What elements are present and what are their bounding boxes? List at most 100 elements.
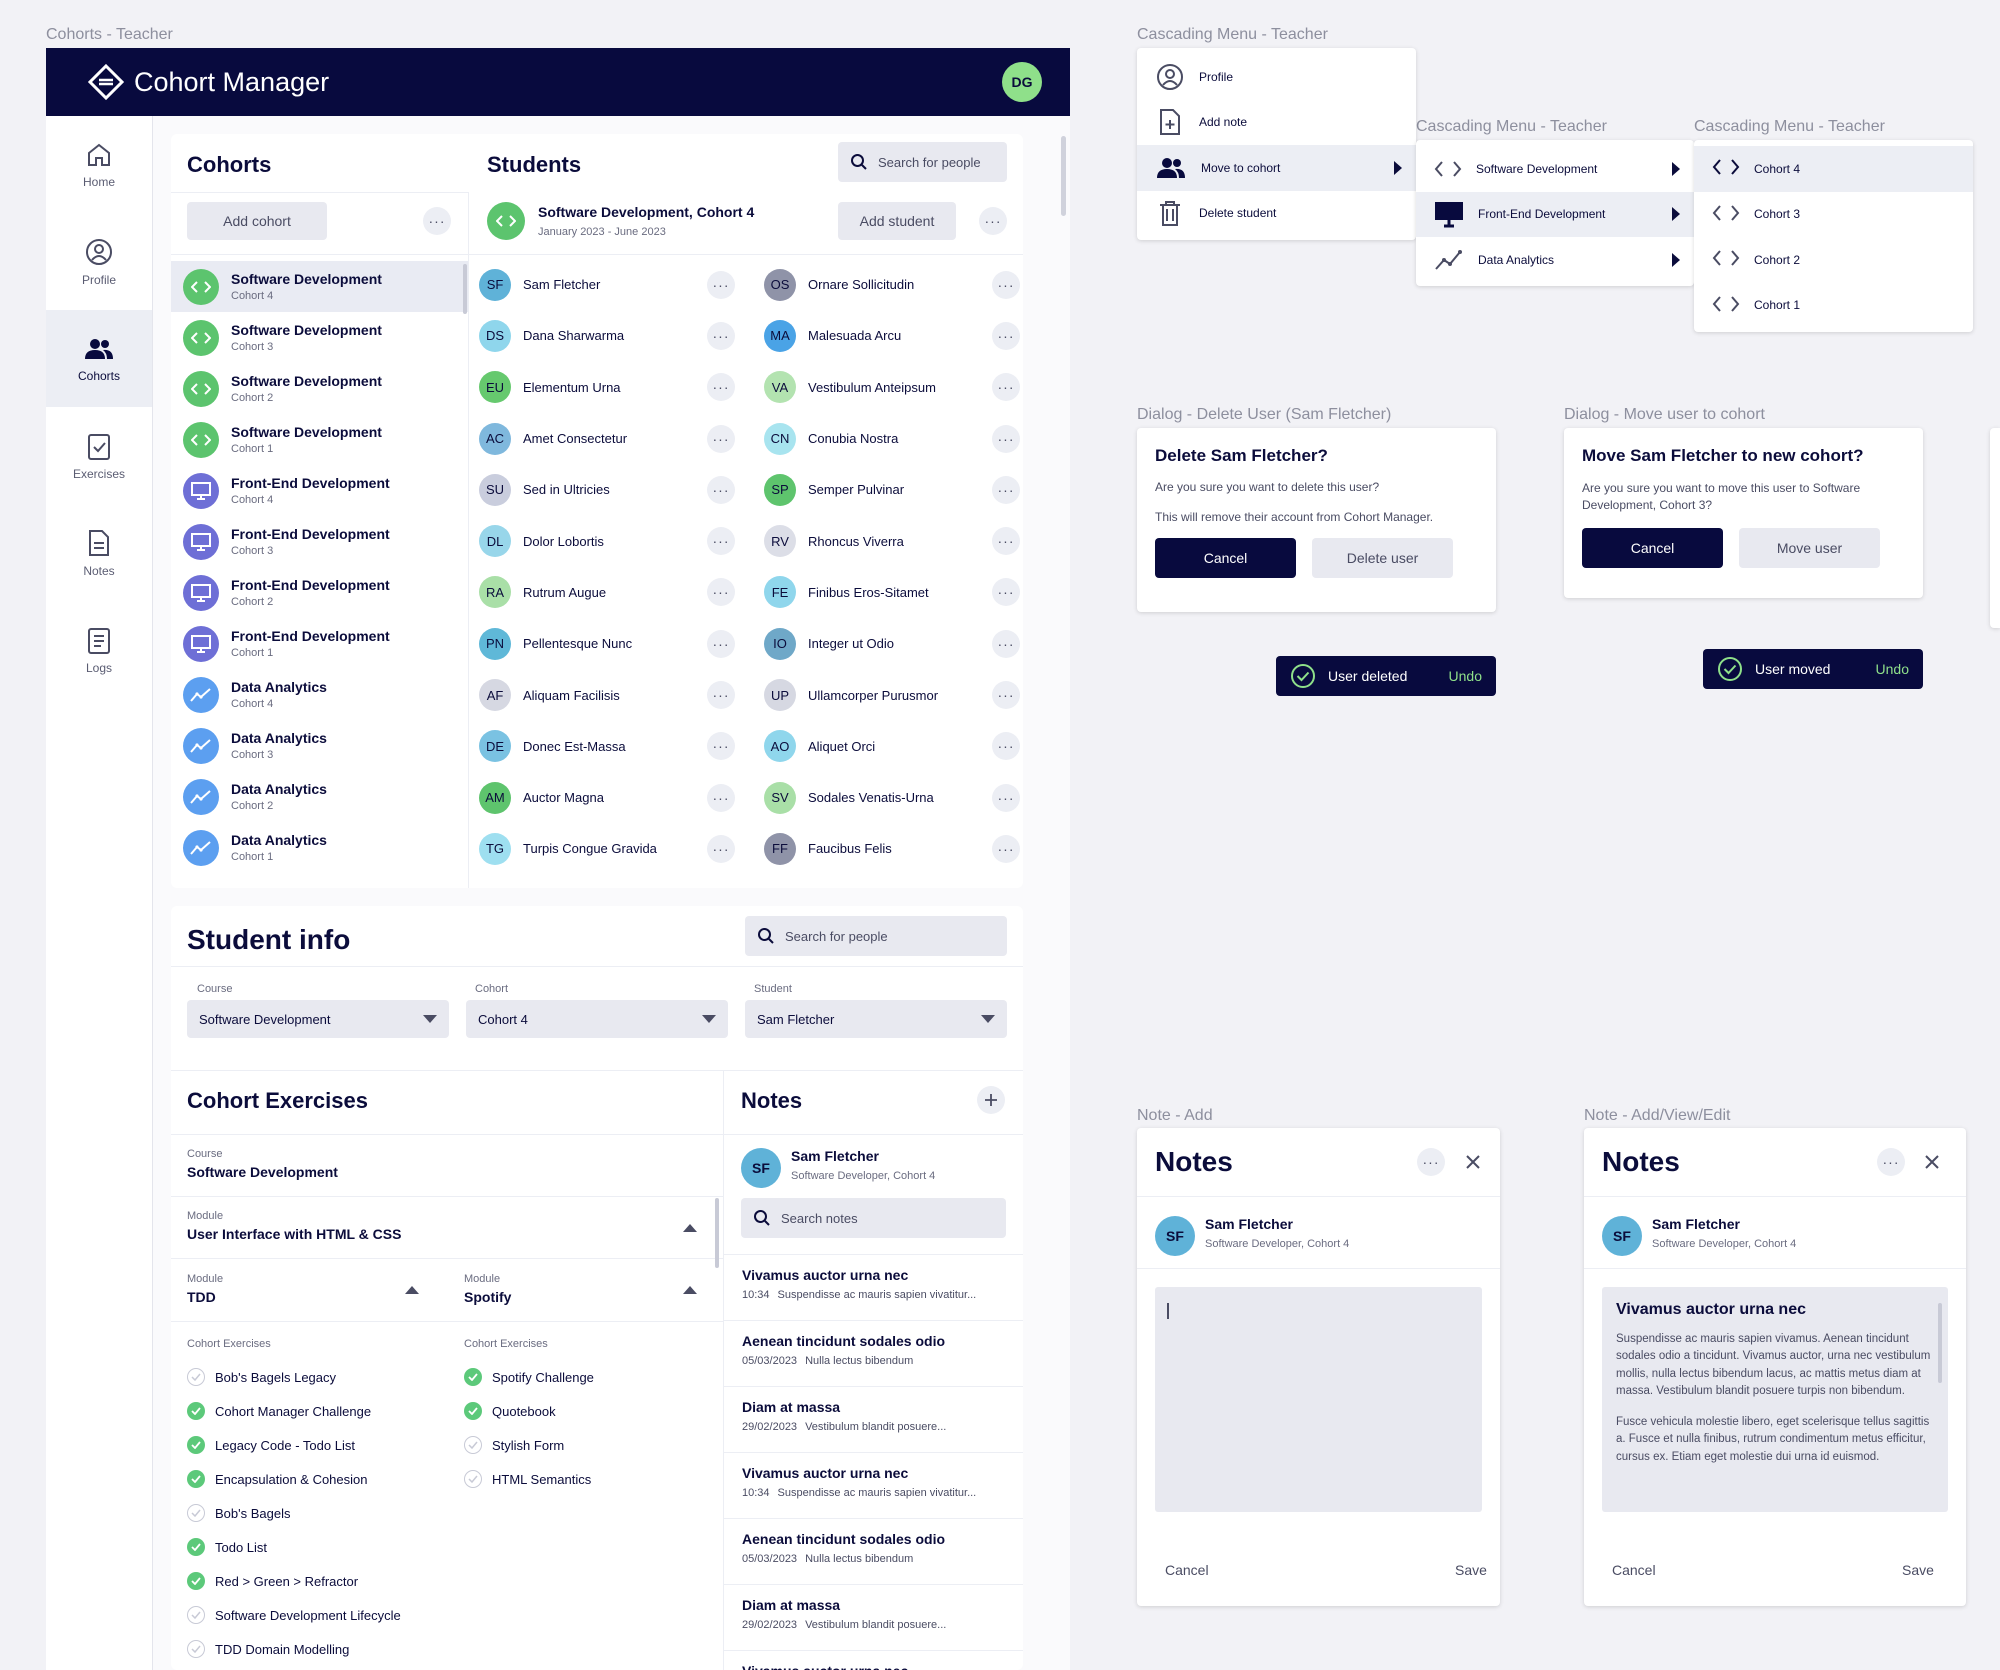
cohort-item[interactable]: Front-End Development Cohort 3 (171, 516, 468, 567)
menu-item-cohort[interactable]: Cohort 3 (1694, 192, 1973, 238)
cohort-item[interactable]: Data Analytics Cohort 4 (171, 669, 468, 720)
exercise-item[interactable]: Spotify Challenge (464, 1360, 714, 1394)
menu-item-cohort[interactable]: Cohort 1 (1694, 283, 1973, 329)
student-row[interactable]: RA Rutrum Augue ··· (479, 567, 735, 618)
menu-item-add-note[interactable]: Add note (1137, 100, 1416, 146)
student-more-icon[interactable]: ··· (992, 270, 1020, 299)
student-more-icon[interactable]: ··· (707, 834, 735, 863)
note-editor-scrollbar[interactable] (1938, 1303, 1942, 1383)
user-avatar[interactable]: DG (1002, 62, 1042, 102)
exercise-item[interactable]: Quotebook (464, 1394, 714, 1428)
exercise-item[interactable]: Todo List (187, 1530, 457, 1564)
cohort-item[interactable]: Software Development Cohort 3 (171, 312, 468, 363)
student-row[interactable]: TG Turpis Congue Gravida ··· (479, 823, 735, 874)
sidebar-item-home[interactable]: Home (46, 116, 152, 213)
student-more-icon[interactable]: ··· (707, 732, 735, 761)
caret-up-icon[interactable] (683, 1224, 697, 1232)
close-icon[interactable] (1465, 1154, 1481, 1170)
student-row[interactable]: EU Elementum Urna ··· (479, 362, 735, 413)
note-list-item[interactable]: Vivamus auctor urna nec 10:34 Suspendisse … (724, 1453, 1023, 1519)
student-more-icon[interactable]: ··· (707, 578, 735, 607)
student-row[interactable]: DL Dolor Lobortis ··· (479, 515, 735, 566)
student-more-icon[interactable]: ··· (707, 373, 735, 402)
student-more-icon[interactable]: ··· (992, 475, 1020, 504)
note-list-item[interactable]: Vivamus auctor urna nec (724, 1651, 1023, 1670)
cancel-button[interactable]: Cancel (1612, 1562, 1656, 1578)
sidebar-item-cohorts[interactable]: Cohorts (46, 310, 152, 407)
student-row[interactable]: FF Faucibus Felis ··· (764, 823, 1020, 874)
panel-more-icon[interactable]: ··· (1877, 1148, 1905, 1176)
note-list-item[interactable]: Diam at massa 29/02/2023 Vestibulum blandi… (724, 1585, 1023, 1651)
exercise-item[interactable]: Red > Green > Refractor (187, 1564, 457, 1598)
completed-check-icon[interactable] (187, 1402, 205, 1420)
student-row[interactable]: AC Amet Consectetur ··· (479, 413, 735, 464)
move-user-button[interactable]: Move user (1739, 527, 1880, 568)
notes-scrollbar[interactable] (715, 1198, 719, 1268)
exercise-item[interactable]: Bob's Bagels (187, 1496, 457, 1530)
student-more-icon[interactable]: ··· (992, 732, 1020, 761)
student-more-icon[interactable]: ··· (992, 629, 1020, 658)
student-row[interactable]: SV Sodales Venatis-Urna ··· (764, 772, 1020, 823)
sidebar-item-notes[interactable]: Notes (46, 504, 152, 601)
students-more-icon[interactable]: ··· (979, 207, 1007, 235)
student-row[interactable]: MA Malesuada Arcu ··· (764, 310, 1020, 361)
exercise-item[interactable]: TDD Domain Modelling (187, 1632, 457, 1666)
exercise-item[interactable]: HTML Semantics (464, 1462, 714, 1496)
student-row[interactable]: SU Sed in Ultricies ··· (479, 464, 735, 515)
cohort-select[interactable]: Cohort 4 (466, 1000, 728, 1038)
completed-check-icon[interactable] (187, 1538, 205, 1556)
undo-button[interactable]: Undo (1875, 661, 1909, 677)
undo-button[interactable]: Undo (1448, 668, 1482, 684)
note-list-item[interactable]: Aenean tincidunt sodales odio 05/03/2023 N… (724, 1321, 1023, 1387)
cohort-item[interactable]: Front-End Development Cohort 2 (171, 567, 468, 618)
student-more-icon[interactable]: ··· (992, 373, 1020, 402)
menu-item-move-to-cohort[interactable]: Move to cohort (1137, 145, 1416, 191)
student-more-icon[interactable]: ··· (992, 834, 1020, 863)
student-row[interactable]: SF Sam Fletcher ··· (479, 259, 735, 310)
student-row[interactable]: VA Vestibulum Anteipsum ··· (764, 362, 1020, 413)
students-search-input[interactable]: Search for people (838, 142, 1007, 182)
student-more-icon[interactable]: ··· (707, 321, 735, 350)
sidebar-item-exercises[interactable]: Exercises (46, 407, 152, 504)
student-select[interactable]: Sam Fletcher (745, 1000, 1007, 1038)
note-list-item[interactable]: Aenean tincidunt sodales odio 05/03/2023 N… (724, 1519, 1023, 1585)
student-more-icon[interactable]: ··· (992, 681, 1020, 710)
student-row[interactable]: IO Integer ut Odio ··· (764, 618, 1020, 669)
student-row[interactable]: OS Ornare Sollicitudin ··· (764, 259, 1020, 310)
menu-item-front-end-development[interactable]: Front-End Development (1416, 191, 1694, 237)
menu-item-data-analytics[interactable]: Data Analytics (1416, 237, 1694, 283)
incomplete-check-icon[interactable] (464, 1470, 482, 1488)
cohort-item[interactable]: Front-End Development Cohort 1 (171, 618, 468, 669)
menu-item-cohort[interactable]: Cohort 2 (1694, 237, 1973, 283)
exercise-item[interactable]: Bob's Bagels Legacy (187, 1360, 457, 1394)
incomplete-check-icon[interactable] (187, 1368, 205, 1386)
caret-up-icon[interactable] (405, 1286, 419, 1294)
cohorts-more-icon[interactable]: ··· (423, 207, 451, 235)
add-note-button[interactable] (977, 1086, 1005, 1114)
student-row[interactable]: DE Donec Est-Massa ··· (479, 721, 735, 772)
incomplete-check-icon[interactable] (187, 1504, 205, 1522)
cohort-item[interactable]: Front-End Development Cohort 4 (171, 465, 468, 516)
student-more-icon[interactable]: ··· (992, 527, 1020, 556)
exercise-item[interactable]: Legacy Code - Todo List (187, 1428, 457, 1462)
student-row[interactable]: RV Rhoncus Viverra ··· (764, 515, 1020, 566)
note-textarea[interactable] (1155, 1287, 1482, 1512)
student-row[interactable]: AM Auctor Magna ··· (479, 772, 735, 823)
student-row[interactable]: DS Dana Sharwarma ··· (479, 310, 735, 361)
cancel-button[interactable]: Cancel (1165, 1562, 1209, 1578)
completed-check-icon[interactable] (187, 1572, 205, 1590)
student-more-icon[interactable]: ··· (992, 424, 1020, 453)
note-list-item[interactable]: Vivamus auctor urna nec 10:34 Suspendisse … (724, 1255, 1023, 1321)
caret-up-icon[interactable] (683, 1286, 697, 1294)
cohort-item[interactable]: Data Analytics Cohort 1 (171, 822, 468, 873)
close-icon[interactable] (1924, 1154, 1940, 1170)
cancel-button[interactable]: Cancel (1155, 538, 1296, 578)
panel-more-icon[interactable]: ··· (1417, 1148, 1445, 1176)
course-select[interactable]: Software Development (187, 1000, 449, 1038)
menu-item-software-development[interactable]: Software Development (1416, 146, 1694, 192)
save-button[interactable]: Save (1455, 1562, 1487, 1578)
cohort-item[interactable]: Data Analytics Cohort 3 (171, 720, 468, 771)
exercise-item[interactable]: Stylish Form (464, 1428, 714, 1462)
cohort-list-scrollbar[interactable] (463, 264, 467, 314)
student-more-icon[interactable]: ··· (707, 475, 735, 504)
